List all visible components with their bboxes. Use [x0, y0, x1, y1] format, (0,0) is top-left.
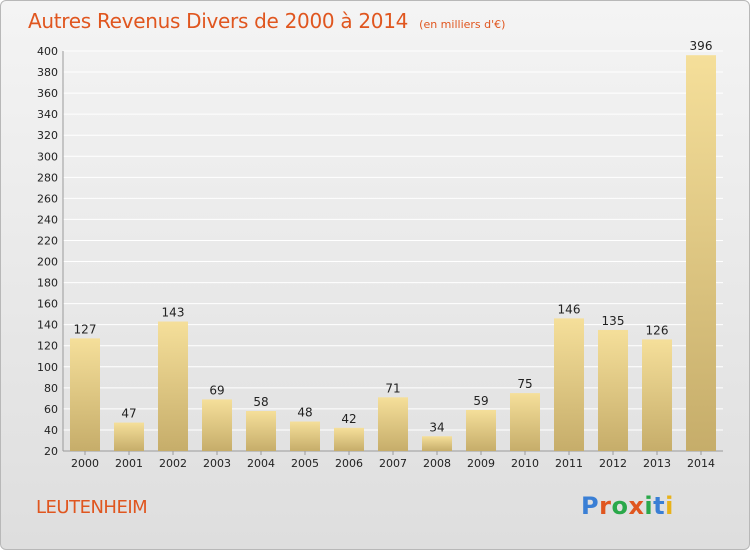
y-tick-label: 380 — [37, 66, 58, 79]
bar — [246, 411, 276, 451]
bar-value-label: 146 — [558, 302, 581, 316]
bar — [466, 409, 496, 451]
y-tick-label: 180 — [37, 277, 58, 290]
bar — [70, 338, 100, 451]
x-tick-label: 2005 — [291, 457, 319, 470]
bar — [598, 329, 628, 451]
logo-letter: o — [611, 492, 629, 520]
proxiti-logo: Proxiti — [581, 492, 674, 520]
y-tick-label: 260 — [37, 192, 58, 205]
bar — [158, 321, 188, 451]
y-tick-label: 200 — [37, 256, 58, 269]
bar-value-label: 143 — [162, 306, 185, 320]
bar-value-label: 34 — [429, 420, 444, 434]
y-tick-label: 280 — [37, 171, 58, 184]
chart-title: Autres Revenus Divers de 2000 à 2014 — [28, 9, 409, 33]
x-tick-label: 2010 — [511, 457, 539, 470]
bar-value-label: 71 — [385, 381, 400, 395]
x-tick-label: 2003 — [203, 457, 231, 470]
x-tick-label: 2014 — [687, 457, 715, 470]
y-tick-label: 240 — [37, 213, 58, 226]
x-tick-label: 2001 — [115, 457, 143, 470]
y-tick-label: 20 — [44, 445, 58, 458]
logo-letter: P — [581, 492, 600, 520]
bar — [686, 55, 716, 452]
x-tick-label: 2006 — [335, 457, 363, 470]
logo-letter: x — [628, 492, 645, 520]
bar — [554, 318, 584, 451]
bar — [334, 427, 364, 451]
y-tick-label: 320 — [37, 129, 58, 142]
logo-letter: i — [644, 492, 654, 520]
bar-value-label: 69 — [209, 383, 224, 397]
bar — [290, 421, 320, 451]
x-tick-label: 2008 — [423, 457, 451, 470]
y-tick-label: 340 — [37, 108, 58, 121]
y-tick-label: 400 — [37, 45, 58, 58]
x-tick-label: 2002 — [159, 457, 187, 470]
x-tick-label: 2007 — [379, 457, 407, 470]
y-tick-label: 40 — [44, 424, 58, 437]
bar-value-label: 42 — [341, 412, 356, 426]
bar-value-label: 48 — [297, 406, 312, 420]
x-tick-label: 2011 — [555, 457, 583, 470]
chart-subtitle: (en milliers d'€) — [419, 18, 506, 31]
logo-letter: r — [599, 492, 612, 520]
y-tick-label: 100 — [37, 361, 58, 374]
y-tick-label: 360 — [37, 87, 58, 100]
bar — [642, 339, 672, 451]
bar-value-label: 126 — [646, 323, 669, 337]
y-tick-label: 160 — [37, 298, 58, 311]
y-tick-label: 60 — [44, 403, 58, 416]
chart-header: Autres Revenus Divers de 2000 à 2014 (en… — [28, 9, 505, 33]
x-tick-label: 2012 — [599, 457, 627, 470]
y-tick-label: 220 — [37, 234, 58, 247]
bar — [510, 393, 540, 451]
x-tick-label: 2009 — [467, 457, 495, 470]
logo-letter: i — [665, 492, 674, 520]
bar — [422, 436, 452, 451]
bar — [202, 399, 232, 451]
bar — [114, 422, 144, 451]
x-tick-label: 2000 — [71, 457, 99, 470]
commune-name: LEUTENHEIM — [36, 497, 148, 518]
bar — [378, 397, 408, 451]
bar-value-label: 58 — [253, 395, 268, 409]
bar-value-label: 396 — [690, 39, 713, 53]
x-tick-label: 2013 — [643, 457, 671, 470]
bar-value-label: 47 — [121, 407, 136, 421]
bar-value-label: 127 — [74, 322, 97, 336]
bar-value-label: 75 — [517, 377, 532, 391]
y-tick-label: 80 — [44, 382, 58, 395]
logo-letter: t — [653, 492, 666, 520]
bar-value-label: 135 — [602, 314, 625, 328]
y-tick-label: 140 — [37, 319, 58, 332]
y-tick-label: 120 — [37, 340, 58, 353]
x-tick-label: 2004 — [247, 457, 275, 470]
bar-value-label: 59 — [473, 394, 488, 408]
y-tick-label: 300 — [37, 150, 58, 163]
